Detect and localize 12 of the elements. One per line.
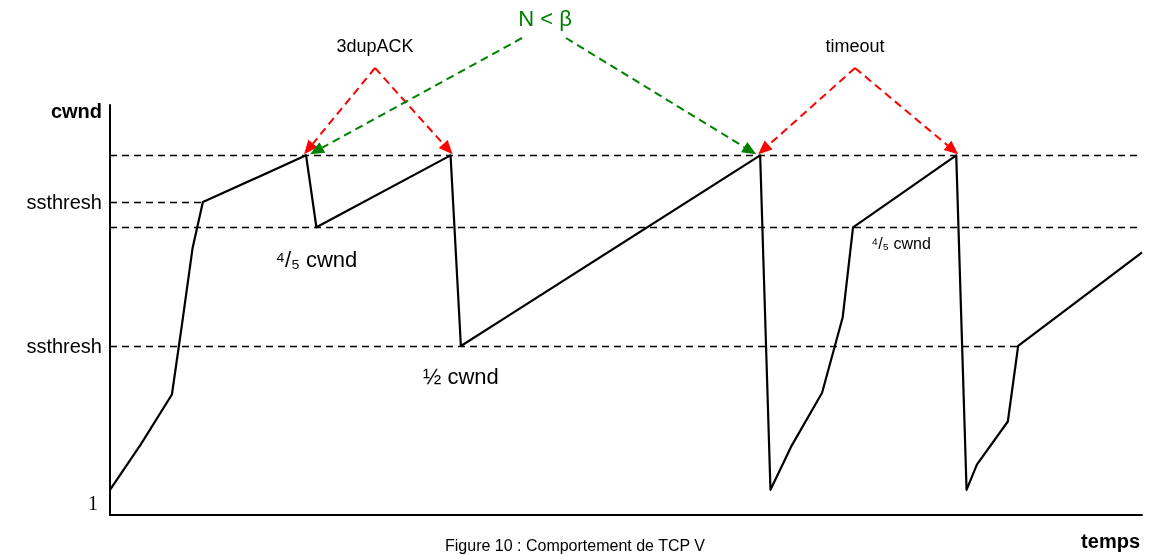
text: 3dupACK bbox=[336, 36, 414, 56]
caption: Figure 10 : Comportement de TCP V bbox=[445, 537, 706, 554]
ref-line-label: ssthresh bbox=[26, 191, 102, 214]
text: timeout bbox=[825, 36, 885, 56]
annotation: ⁴/₅ cwnd bbox=[275, 247, 358, 273]
text: N < β bbox=[518, 6, 572, 31]
y-axis-title: cwnd bbox=[50, 100, 102, 122]
ref-line-label: ssthresh bbox=[26, 334, 102, 357]
text: 1 bbox=[88, 491, 98, 514]
x-axis-title: temps bbox=[1081, 530, 1140, 552]
annotation: ⁴/₅ cwnd bbox=[871, 235, 931, 253]
annotation: ½ cwnd bbox=[422, 363, 499, 389]
